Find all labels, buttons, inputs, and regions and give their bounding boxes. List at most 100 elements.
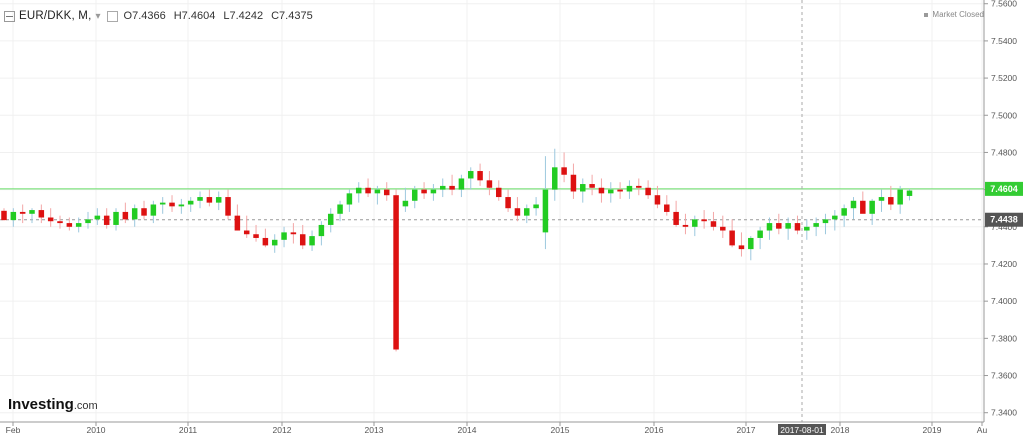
- candle: [178, 198, 185, 214]
- candle-body: [253, 234, 259, 238]
- candle: [720, 215, 726, 238]
- candle: [673, 200, 679, 227]
- candle-body: [374, 189, 381, 194]
- candle: [374, 185, 381, 205]
- candle: [19, 204, 26, 224]
- candle-body: [841, 208, 847, 216]
- candle-body: [430, 189, 437, 194]
- candle-body: [514, 208, 521, 216]
- candle-body: [206, 197, 213, 203]
- y-tick-label: 7.4200: [991, 259, 1017, 269]
- current-price-label: 7.4604: [990, 184, 1018, 194]
- candle: [860, 191, 866, 214]
- candle: [411, 185, 418, 209]
- candle: [327, 208, 334, 233]
- candle: [346, 189, 353, 212]
- candle: [701, 210, 707, 229]
- settings-toggle-icon[interactable]: [106, 10, 118, 22]
- candle-body: [47, 217, 54, 222]
- candle: [1, 208, 7, 221]
- candle: [514, 197, 521, 222]
- candle: [234, 204, 241, 231]
- candle-body: [234, 215, 241, 231]
- candle-body: [785, 223, 791, 229]
- candle: [141, 200, 147, 220]
- candle-body: [757, 230, 763, 238]
- candle-body: [645, 187, 651, 196]
- candle: [215, 191, 222, 211]
- candle-body: [552, 167, 558, 190]
- candle-body: [1, 210, 7, 221]
- candle: [505, 189, 511, 212]
- candle: [766, 217, 773, 240]
- candle-body: [720, 226, 726, 231]
- candle-body: [850, 200, 857, 209]
- candle-body: [439, 185, 446, 190]
- candle: [57, 215, 63, 229]
- candle-body: [906, 190, 913, 196]
- current-price-badge: [985, 181, 1023, 196]
- candle: [253, 224, 259, 242]
- candle-body: [122, 211, 129, 220]
- chevron-down-icon[interactable]: ▾: [95, 10, 101, 22]
- candle: [309, 230, 315, 251]
- candle-body: [355, 187, 362, 194]
- candle: [850, 197, 857, 220]
- candle: [402, 187, 409, 212]
- candle: [187, 197, 194, 212]
- candle: [262, 228, 269, 248]
- candle: [794, 215, 801, 235]
- candle: [150, 200, 157, 224]
- candle-body: [393, 195, 399, 350]
- candle-body: [860, 200, 866, 214]
- candle-body: [776, 223, 782, 229]
- candle-body: [822, 219, 829, 224]
- candle-body: [673, 211, 679, 225]
- candle: [355, 182, 362, 203]
- symbol-title[interactable]: EUR/DKK, M,: [19, 10, 92, 22]
- candle: [869, 198, 875, 225]
- candle: [822, 213, 829, 235]
- x-tick-label: 2015: [551, 425, 570, 435]
- candle: [122, 202, 129, 224]
- reference-price-badge: [985, 212, 1023, 227]
- candle-body: [271, 239, 278, 246]
- price-axis: 7.56007.54007.52007.50007.48007.46007.44…: [983, 0, 1023, 422]
- x-tick-label: 2017: [737, 425, 756, 435]
- candle: [29, 208, 35, 224]
- crosshair-date-badge: [778, 424, 826, 435]
- candle: [290, 223, 297, 244]
- candle-body: [496, 187, 502, 198]
- candle-body: [103, 215, 110, 225]
- candle: [608, 182, 614, 203]
- candle-body: [794, 223, 801, 231]
- y-tick-label: 7.5600: [991, 0, 1017, 9]
- candle-body: [131, 208, 138, 220]
- candle: [393, 189, 399, 352]
- candle-body: [449, 185, 455, 190]
- candle: [281, 226, 287, 248]
- candle: [664, 195, 670, 216]
- candle-body: [225, 197, 231, 216]
- candle-body: [19, 211, 26, 214]
- candle: [75, 217, 82, 233]
- candle: [598, 178, 605, 203]
- collapse-icon[interactable]: [4, 10, 15, 22]
- candle-body: [692, 219, 698, 227]
- candle: [617, 182, 623, 199]
- candles-layer: [1, 148, 913, 352]
- candle: [524, 204, 530, 224]
- candle: [103, 208, 110, 229]
- candle-body: [486, 180, 493, 188]
- candle-body: [262, 237, 269, 246]
- candle: [430, 184, 437, 201]
- x-tick-label: 2019: [923, 425, 942, 435]
- candle: [337, 200, 343, 222]
- candle-body: [281, 232, 287, 240]
- candle-body: [505, 197, 511, 209]
- candle: [159, 197, 166, 214]
- candle-body: [888, 197, 894, 205]
- candle: [10, 208, 17, 227]
- candle: [813, 217, 819, 237]
